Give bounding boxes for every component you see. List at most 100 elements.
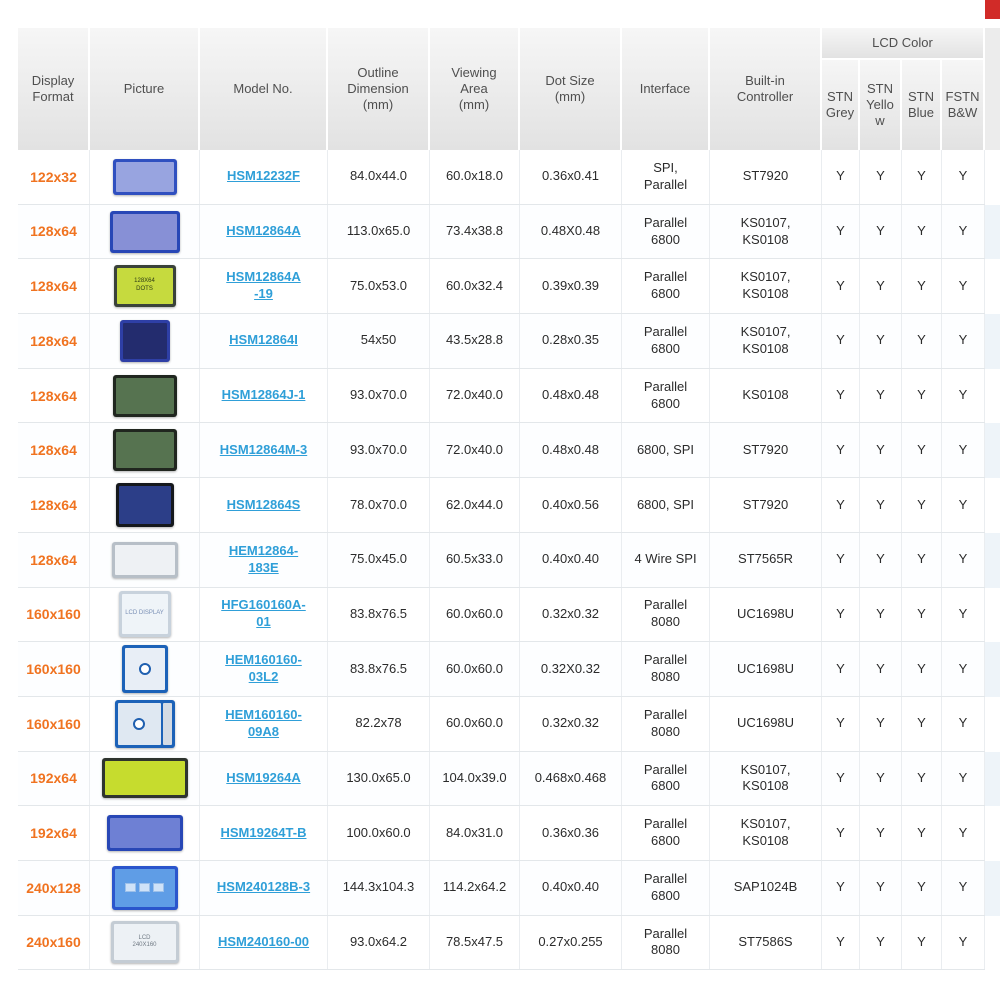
- model-link[interactable]: HSM240128B-3: [216, 879, 311, 895]
- lcd-color-stn-blue-cell: Y: [902, 368, 942, 423]
- model-link[interactable]: HFG160160A- 01: [221, 597, 306, 630]
- cutoff-row: [985, 642, 1000, 697]
- picture-cell: [90, 696, 200, 751]
- cutoff-gap: [985, 19, 1000, 28]
- lcd-module-image[interactable]: [112, 158, 177, 195]
- cutoff-row: [985, 915, 1000, 971]
- lcd-module-image[interactable]: LCD 240X160: [110, 921, 179, 964]
- lcd-module-image[interactable]: [112, 429, 177, 472]
- controller-cell: KS0107, KS0108: [710, 751, 822, 806]
- picture-cell: LCD 240X160: [90, 915, 200, 970]
- table-row: 128x64 HSM12864A 113.0x65.0 73.4x38.8 0.48X0…: [18, 204, 985, 260]
- display-format-cell: 160x160: [18, 587, 90, 642]
- model-cell: HSM12864I: [200, 314, 328, 368]
- model-link[interactable]: HSM240160-00: [217, 934, 310, 950]
- header-outline-dimension: Outline Dimension (mm): [328, 28, 430, 150]
- lcd-color-stn-blue-cell: Y: [902, 532, 942, 587]
- viewing-area-cell: 60.0x60.0: [430, 587, 520, 642]
- model-link[interactable]: HSM12864S: [226, 496, 301, 512]
- cutoff-row: [985, 860, 1000, 916]
- table-row: 192x64 HSM19264T-B 100.0x60.0 84.0x31.0 0.36…: [18, 806, 985, 861]
- cutoff-header: [985, 28, 1000, 150]
- module-ribbon-cable: [162, 702, 172, 745]
- lcd-module-image[interactable]: LCD DISPLAY: [118, 591, 171, 638]
- table-row: 192x64 HSM19264A 130.0x65.0 104.0x39.0 0.468…: [18, 751, 985, 807]
- model-link[interactable]: HSM12864I: [229, 332, 298, 348]
- lcd-module-image[interactable]: [115, 482, 174, 527]
- lcd-color-fstn-bw-cell: Y: [942, 751, 985, 806]
- lcd-color-fstn-bw-cell: Y: [942, 696, 985, 751]
- lcd-color-stn-blue-cell: Y: [902, 314, 942, 368]
- lcd-color-stn-grey-cell: Y: [822, 423, 860, 478]
- header-built-in-controller: Built-in Controller: [710, 28, 822, 150]
- lcd-color-stn-yellow-cell: Y: [860, 806, 902, 860]
- lcd-module-image[interactable]: [112, 374, 177, 417]
- model-cell: HEM160160- 09A8: [200, 696, 328, 751]
- lcd-color-fstn-bw-cell: Y: [942, 150, 985, 204]
- lcd-module-image[interactable]: [106, 815, 183, 852]
- model-link[interactable]: HEM160160- 03L2: [225, 652, 302, 685]
- lcd-color-stn-blue-cell: Y: [902, 587, 942, 642]
- lcd-module-image[interactable]: [119, 319, 170, 362]
- lcd-module-image[interactable]: [109, 210, 180, 253]
- lcd-color-stn-yellow-cell: Y: [860, 204, 902, 259]
- table-row: 160x160 LCD DISPLAY HFG160160A- 01 83.8x76.…: [18, 587, 985, 643]
- model-link[interactable]: HSM12864J-1: [221, 387, 306, 403]
- lcd-module-image[interactable]: [114, 699, 175, 748]
- lcd-module-image[interactable]: [111, 541, 178, 578]
- lcd-module-image[interactable]: [111, 865, 178, 910]
- cutoff-row: [985, 423, 1000, 479]
- model-link[interactable]: HSM12232F: [227, 168, 300, 184]
- dot-size-cell: 0.28x0.35: [520, 314, 622, 368]
- display-format-cell: 128x64: [18, 423, 90, 478]
- lcd-color-stn-grey-cell: Y: [822, 587, 860, 642]
- lcd-module-screen: [117, 702, 161, 745]
- picture-cell: [90, 532, 200, 587]
- lcd-color-stn-grey-cell: Y: [822, 532, 860, 587]
- outline-dimension-cell: 78.0x70.0: [328, 478, 430, 532]
- model-link[interactable]: HSM12864A -19: [226, 269, 301, 302]
- interface-cell: 6800, SPI: [622, 423, 710, 478]
- cutoff-row: [985, 478, 1000, 533]
- cutoff-rows: [985, 150, 1000, 971]
- pixel-block: [125, 883, 136, 893]
- outline-dimension-cell: 93.0x64.2: [328, 915, 430, 970]
- lcd-module-screen: [104, 761, 185, 796]
- display-format-cell: 192x64: [18, 751, 90, 806]
- display-format-cell: 240x160: [18, 915, 90, 970]
- model-cell: HSM12864J-1: [200, 368, 328, 423]
- lcd-color-stn-blue-cell: Y: [902, 915, 942, 970]
- viewing-area-cell: 60.0x18.0: [430, 150, 520, 204]
- model-link[interactable]: HSM19264T-B: [220, 824, 307, 840]
- lcd-color-stn-yellow-cell: Y: [860, 860, 902, 915]
- lcd-color-stn-grey-cell: Y: [822, 314, 860, 368]
- picture-cell: [90, 368, 200, 423]
- picture-cell: [90, 150, 200, 204]
- viewing-area-cell: 62.0x44.0: [430, 478, 520, 532]
- lcd-module-image[interactable]: 128X64 DOTS: [113, 265, 176, 308]
- model-cell: HSM12864A -19: [200, 259, 328, 314]
- lcd-module-image[interactable]: [101, 758, 188, 799]
- model-link[interactable]: HSM19264A: [226, 769, 301, 785]
- interface-cell: Parallel 6800: [622, 751, 710, 806]
- lcd-color-stn-yellow-cell: Y: [860, 259, 902, 314]
- lcd-color-fstn-bw-cell: Y: [942, 860, 985, 915]
- lcd-color-stn-grey-cell: Y: [822, 642, 860, 696]
- lcd-color-stn-grey-cell: Y: [822, 150, 860, 204]
- lcd-color-fstn-bw-cell: Y: [942, 587, 985, 642]
- controller-cell: KS0107, KS0108: [710, 314, 822, 368]
- table-row: 240x128 HSM240128B-3 144.3x104.3 114.2x64.2…: [18, 860, 985, 916]
- lcd-color-stn-grey-cell: Y: [822, 478, 860, 532]
- dot-size-cell: 0.40x0.40: [520, 860, 622, 915]
- picture-cell: LCD DISPLAY: [90, 587, 200, 642]
- lcd-module-table: Display Format Picture Model No. Outline…: [18, 28, 985, 971]
- lcd-module-image[interactable]: [121, 645, 168, 694]
- dot-size-cell: 0.27x0.255: [520, 915, 622, 970]
- model-link[interactable]: HEM12864- 183E: [228, 542, 299, 575]
- model-link[interactable]: HSM12864M-3: [219, 441, 308, 457]
- model-link[interactable]: HSM12864A: [226, 223, 301, 239]
- outline-dimension-cell: 100.0x60.0: [328, 806, 430, 860]
- cutoff-row: [985, 150, 1000, 205]
- model-link[interactable]: HEM160160- 09A8: [225, 706, 302, 739]
- picture-cell: [90, 478, 200, 532]
